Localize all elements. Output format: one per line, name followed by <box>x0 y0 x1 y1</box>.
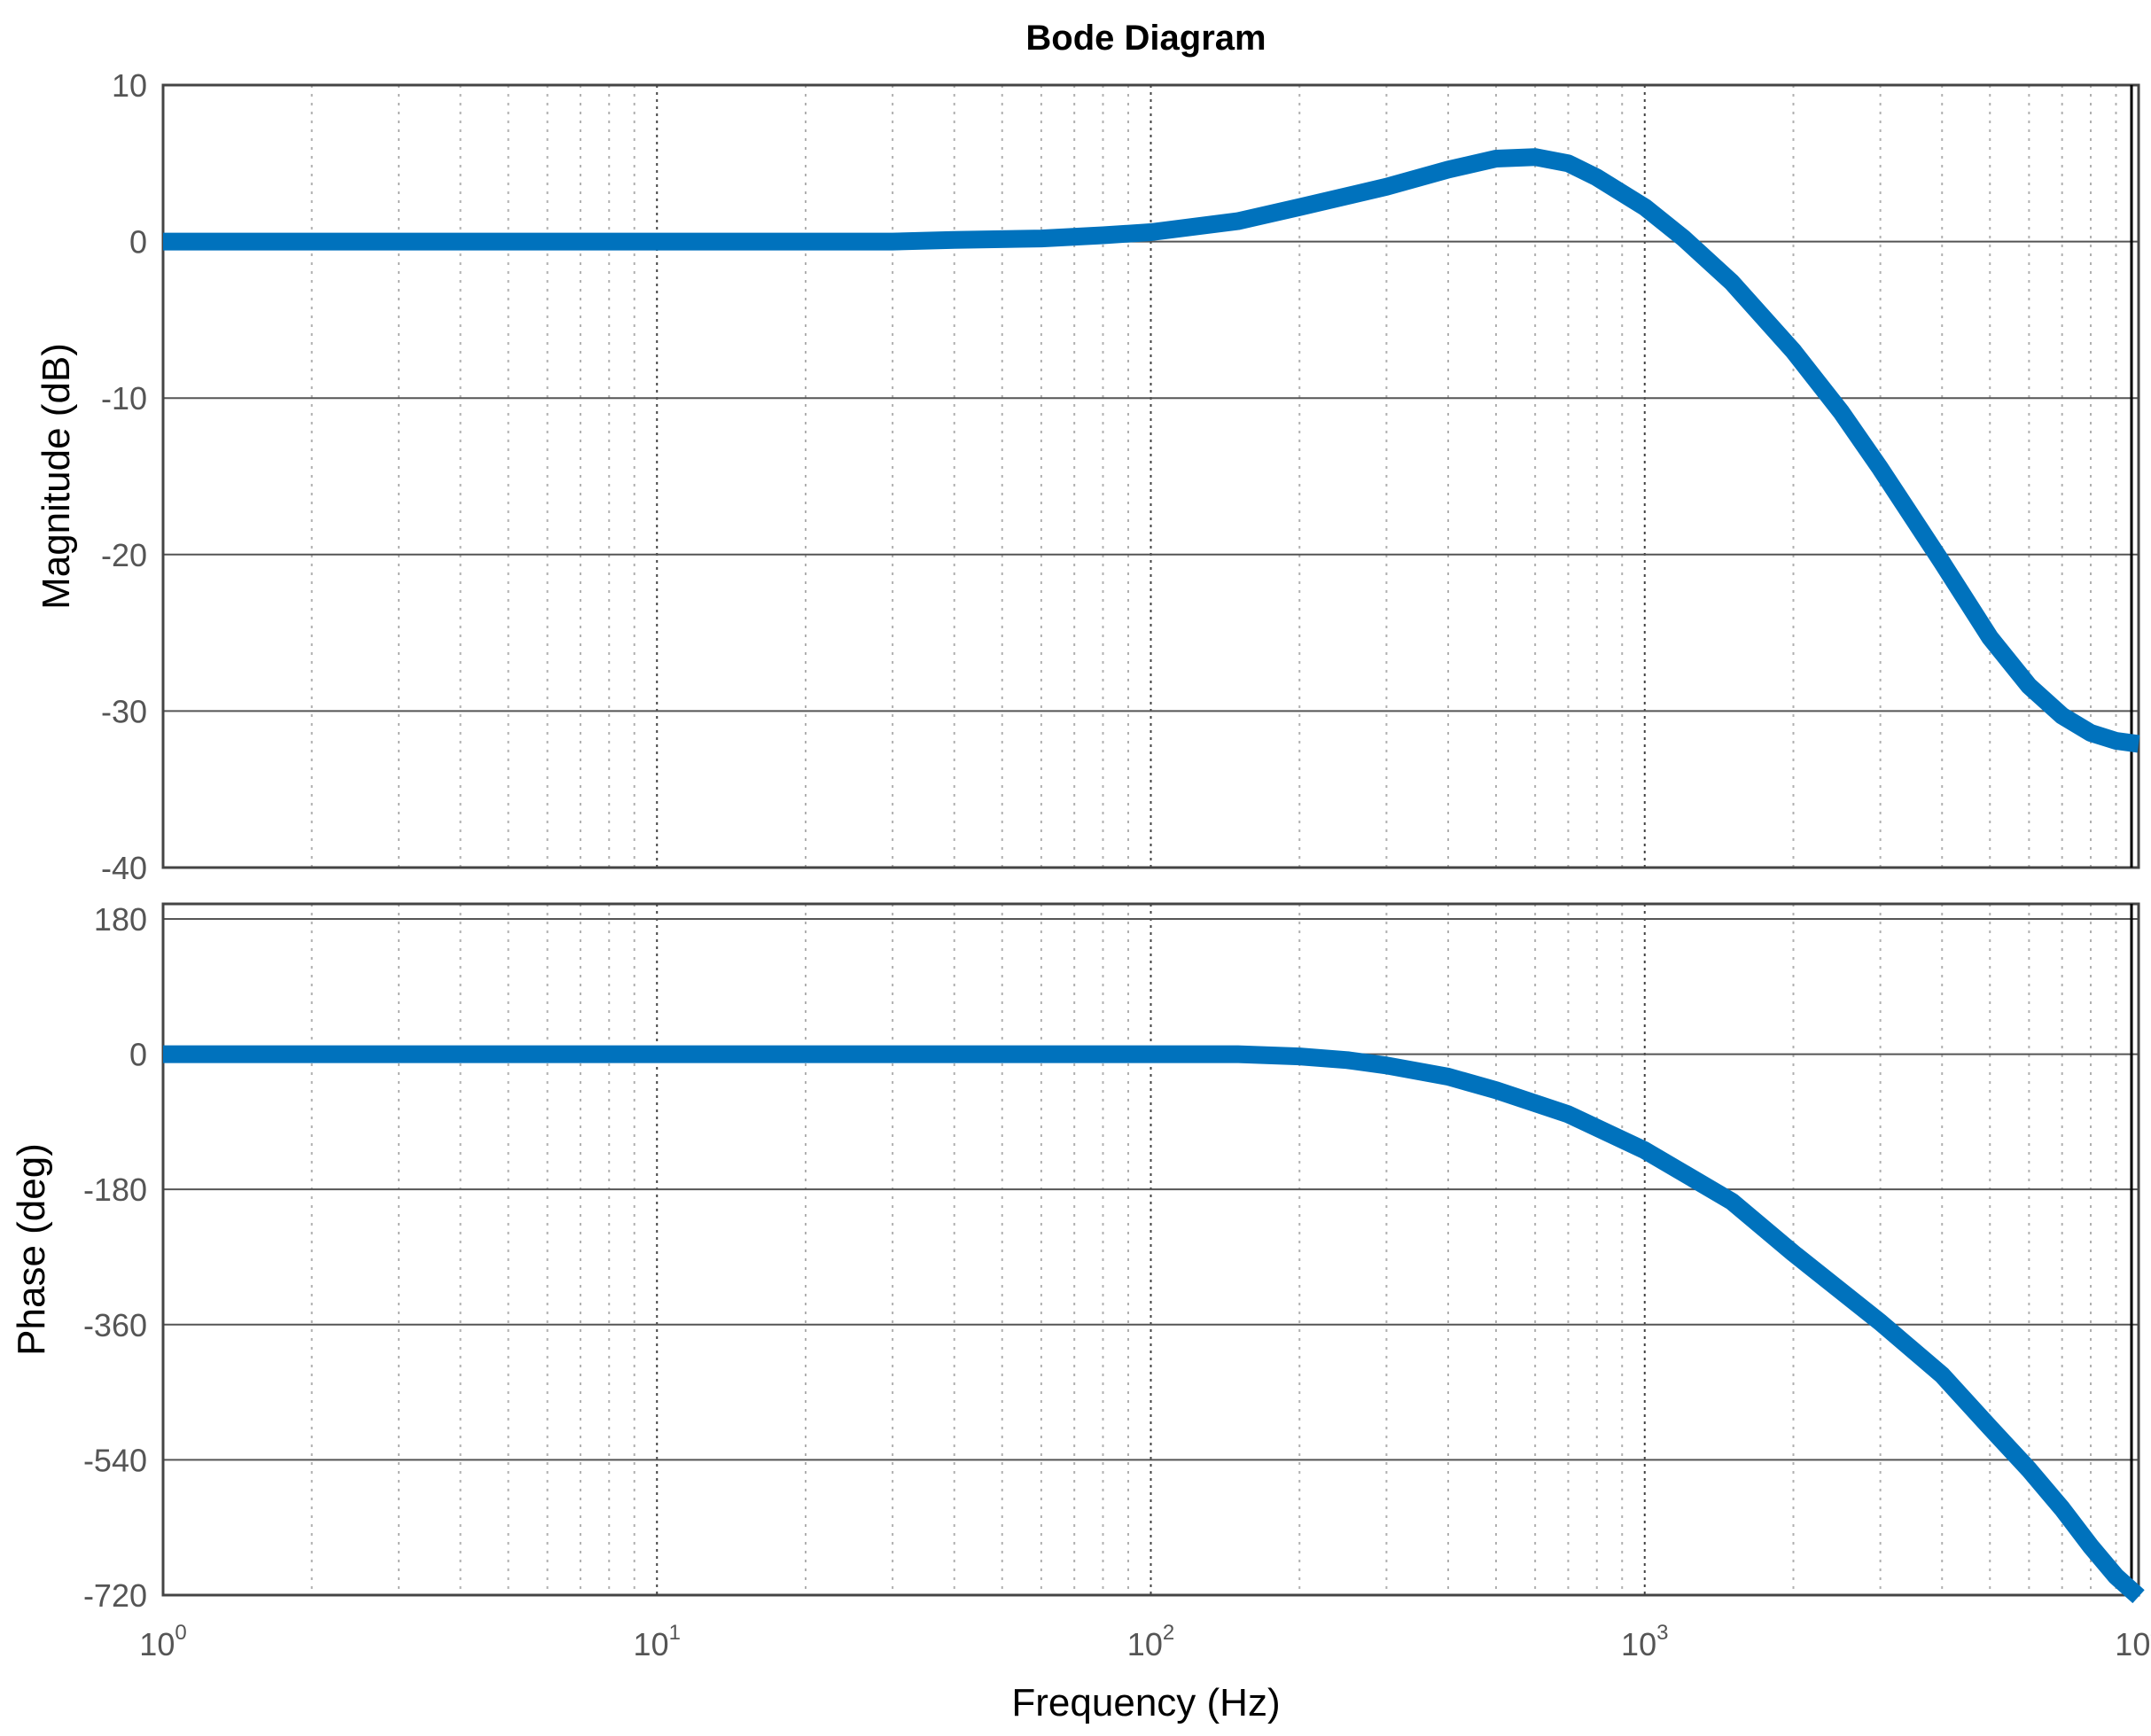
plot-frame <box>161 83 2140 869</box>
x-tick-label: 102 <box>1127 1621 1174 1662</box>
x-axis-ticks: 100 101 102 103 104 <box>139 1621 2151 1662</box>
y-tick-label: -360 <box>83 1307 147 1343</box>
y-tick-label: -720 <box>83 1577 147 1614</box>
y-axis-label: Phase (deg) <box>10 1143 53 1356</box>
chart-title: Bode Diagram <box>1025 19 1266 58</box>
y-tick-label: -30 <box>101 693 147 729</box>
y-tick-label: 0 <box>129 224 147 261</box>
x-axis-label: Frequency (Hz) <box>1011 1681 1280 1724</box>
y-tick-label: -10 <box>101 380 147 416</box>
x-tick-label: 103 <box>1621 1621 1668 1662</box>
y-tick-label: 10 <box>112 67 147 104</box>
x-tick-label: 101 <box>634 1621 681 1662</box>
y-tick-label: -180 <box>83 1172 147 1208</box>
y-tick-label: 180 <box>94 901 147 938</box>
magnitude-series-line <box>163 148 2140 753</box>
x-tick-label: 104 <box>2115 1621 2151 1662</box>
y-tick-label: -40 <box>101 850 147 886</box>
magnitude-panel: 10 0 -10 -20 -30 -40 Magnitude (dB) <box>35 67 2140 886</box>
y-tick-label: 0 <box>129 1037 147 1073</box>
plot-frame <box>161 902 2140 1597</box>
phase-series-line <box>163 1045 2145 1604</box>
y-tick-label: -540 <box>83 1442 147 1478</box>
y-axis-label: Magnitude (dB) <box>35 343 78 610</box>
phase-panel: 180 0 -180 -360 -540 -720 Phase (deg) <box>10 901 2145 1614</box>
x-tick-label: 100 <box>139 1621 186 1662</box>
y-tick-label: -20 <box>101 537 147 573</box>
